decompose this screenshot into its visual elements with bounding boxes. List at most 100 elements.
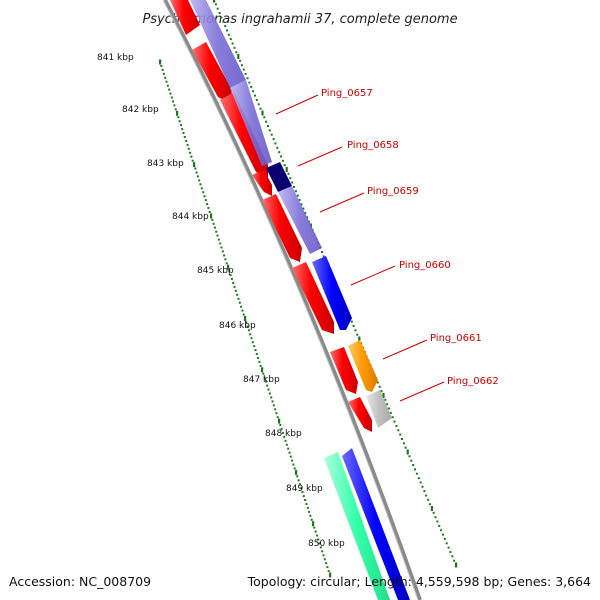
minor-tick-mark [267, 125, 269, 127]
minor-tick-mark [255, 353, 258, 355]
minor-tick-mark [317, 538, 320, 541]
minor-tick-mark [321, 251, 323, 254]
gene-callout-line [399, 381, 445, 402]
minor-tick-mark [283, 164, 286, 167]
minor-tick-mark [240, 64, 243, 67]
minor-tick-mark [226, 29, 228, 32]
major-tick-mark [295, 469, 298, 475]
minor-tick-mark [404, 446, 407, 449]
minor-tick-mark [325, 562, 328, 565]
tick-label: 842 kbp [122, 105, 159, 115]
minor-tick-mark [292, 463, 295, 466]
minor-tick-mark [221, 250, 224, 253]
gene-feature [312, 256, 352, 330]
major-tick-mark [176, 110, 179, 116]
minor-tick-mark [259, 107, 262, 110]
genome-title: Psychromonas ingrahamii 37, complete gen… [142, 12, 457, 27]
minor-tick-mark [289, 177, 292, 180]
minor-tick-mark [220, 16, 223, 19]
minor-tick-mark [172, 100, 175, 103]
minor-tick-mark [314, 530, 317, 533]
minor-tick-mark [198, 179, 201, 182]
minor-tick-mark [410, 459, 413, 462]
minor-tick-mark [208, 211, 211, 213]
major-tick-mark [227, 264, 230, 270]
minor-tick-mark [227, 33, 230, 36]
minor-tick-mark [174, 108, 177, 111]
minor-tick-mark [302, 207, 305, 210]
minor-tick-mark [281, 431, 284, 434]
gene-callouts: Ping_0657 Ping_0658 Ping_0659 Ping_0660 Ping… [275, 88, 499, 402]
minor-tick-mark [234, 289, 237, 292]
minor-tick-mark [217, 238, 220, 241]
gene-callout-line [382, 339, 428, 360]
minor-tick-mark [278, 151, 281, 154]
minor-tick-mark [275, 412, 278, 415]
minor-tick-mark [414, 468, 416, 471]
gene-label: Ping_0660 [399, 260, 451, 271]
accession-label: Accession: NC_008709 [9, 574, 151, 589]
minor-tick-mark [293, 467, 296, 470]
minor-tick-mark [235, 51, 238, 54]
minor-tick-mark [246, 77, 249, 80]
minor-tick-mark [250, 85, 253, 88]
minor-tick-mark [225, 262, 228, 265]
minor-tick-mark [417, 477, 420, 480]
minor-tick-mark [280, 428, 283, 430]
minor-tick-mark [271, 400, 274, 403]
minor-tick-mark [251, 341, 254, 344]
minor-tick-mark [432, 511, 435, 514]
minor-tick-mark [272, 138, 275, 141]
minor-tick-mark [200, 187, 203, 190]
minor-tick-mark [264, 380, 267, 383]
minor-tick-mark [218, 12, 221, 14]
minor-tick-mark [178, 120, 181, 123]
minor-tick-mark [257, 357, 260, 359]
minor-tick-mark [443, 537, 446, 540]
minor-tick-mark [274, 408, 277, 411]
cds-track-reverse [170, 0, 372, 432]
minor-tick-mark [183, 136, 186, 138]
minor-tick-mark [388, 407, 390, 410]
minor-tick-mark [440, 529, 443, 532]
minor-tick-mark [419, 481, 422, 484]
misc-feature [190, 0, 246, 88]
cds-feature [330, 347, 358, 394]
major-tick-mark [285, 167, 288, 172]
cds-feature [192, 42, 232, 103]
minor-tick-mark [399, 433, 402, 436]
minor-tick-mark [274, 142, 277, 145]
minor-tick-mark [257, 103, 260, 106]
minor-tick-mark [236, 293, 239, 296]
minor-tick-mark [160, 64, 163, 67]
major-tick-mark [329, 572, 332, 578]
minor-tick-mark [244, 72, 247, 75]
gene-feature [348, 340, 378, 392]
minor-tick-mark [352, 325, 355, 327]
minor-tick-mark [319, 546, 322, 549]
minor-tick-mark [408, 455, 411, 458]
tick-label: 848 kbp [265, 429, 302, 439]
major-tick-mark [406, 449, 409, 455]
minor-tick-mark [283, 435, 286, 438]
minor-tick-mark [164, 76, 167, 79]
gene-callout-line [350, 265, 396, 286]
minor-tick-mark [393, 420, 396, 423]
minor-tick-mark [194, 167, 197, 170]
major-tick-mark [430, 506, 433, 511]
major-tick-mark [455, 562, 458, 568]
minor-tick-mark [297, 479, 300, 482]
tick-label: 843 kbp [147, 159, 184, 169]
minor-tick-mark [216, 234, 219, 237]
minor-tick-mark [276, 416, 279, 419]
minor-tick-mark [206, 203, 209, 206]
minor-tick-mark [291, 459, 294, 462]
minor-tick-mark [395, 424, 398, 427]
genome-backbone-highlight [162, 0, 419, 600]
minor-tick-mark [219, 242, 222, 245]
minor-tick-mark [224, 258, 227, 261]
minor-tick-mark [356, 333, 359, 336]
minor-tick-mark [177, 116, 180, 119]
minor-tick-mark [230, 278, 233, 280]
